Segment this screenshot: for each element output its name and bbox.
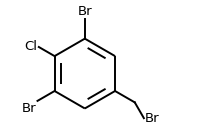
Text: Cl: Cl (24, 40, 37, 54)
Text: Br: Br (145, 112, 159, 125)
Text: Br: Br (78, 5, 92, 18)
Text: Br: Br (22, 102, 37, 115)
